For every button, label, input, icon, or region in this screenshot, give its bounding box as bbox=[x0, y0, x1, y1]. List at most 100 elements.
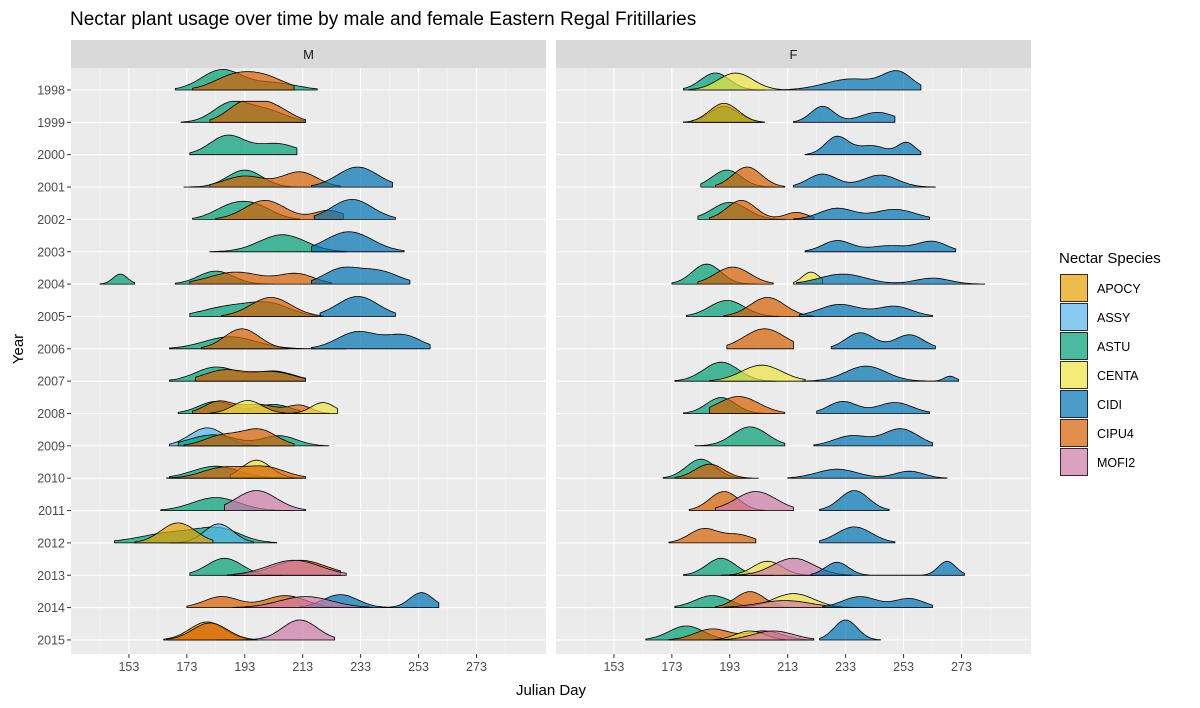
y-tick-label: 2004 bbox=[37, 278, 65, 292]
ridge-CIPU4-2005 bbox=[723, 297, 815, 317]
ridge-CIDI-2001 bbox=[793, 173, 936, 188]
y-tick-label: 2002 bbox=[37, 213, 65, 227]
ridge-CIPU4-2001 bbox=[209, 171, 341, 188]
y-tick-label: 1998 bbox=[37, 84, 65, 98]
ridge-CIPU4-2008 bbox=[709, 396, 786, 414]
x-tick-label: 253 bbox=[893, 660, 914, 674]
legend-label: ASSY bbox=[1097, 311, 1131, 325]
y-tick-label: 2000 bbox=[37, 148, 65, 162]
panel-M: M 153 173 193 213 233 253 273 1998 1999 2000 2001 20… bbox=[37, 40, 546, 674]
y-tick-label: 2015 bbox=[37, 633, 65, 647]
ridge-APOCY-1999 bbox=[691, 103, 762, 123]
ridge-CIPU4-2010 bbox=[674, 463, 759, 479]
facet-strip-label: M bbox=[303, 47, 314, 62]
ridge-CIDI-2003 bbox=[804, 240, 957, 253]
x-tick-label: 233 bbox=[350, 660, 371, 674]
legend-key-CIPU4 bbox=[1060, 419, 1088, 447]
legend-key-ASSY bbox=[1060, 303, 1088, 331]
x-tick-label: 193 bbox=[234, 660, 255, 674]
ridge-MOFI2-2014 bbox=[232, 596, 373, 608]
legend-key-MOFI2 bbox=[1060, 448, 1088, 476]
y-tick-label: 2011 bbox=[38, 504, 65, 518]
ridge-CIDI-2012 bbox=[819, 526, 896, 544]
y-tick-label: 2007 bbox=[37, 375, 65, 389]
ridge-CIPU4-2004 bbox=[189, 271, 333, 285]
x-tick-label: 173 bbox=[661, 660, 682, 674]
ridge-MOFI2-2015 bbox=[709, 630, 815, 641]
legend-key-ASTU bbox=[1060, 332, 1088, 360]
ridge-ASTU-2000 bbox=[189, 134, 298, 156]
chart-title: Nectar plant usage over time by male and… bbox=[70, 9, 696, 30]
ridge-CIDI-2006 bbox=[830, 332, 936, 350]
legend-label: CENTA bbox=[1097, 369, 1139, 383]
ridge-CIDI-2003 bbox=[311, 231, 405, 253]
ridge-MOFI2-2013 bbox=[232, 559, 347, 576]
ridge-CIPU4-2015 bbox=[166, 622, 257, 641]
ridge-CIPU4-2009 bbox=[183, 428, 295, 447]
legend-label: ASTU bbox=[1097, 340, 1130, 354]
ridge-CIDI-2009 bbox=[813, 428, 933, 447]
ridge-CIPU4-2001 bbox=[714, 166, 786, 188]
ridge-CIDI-2007 bbox=[801, 365, 959, 382]
legend: Nectar Species APOCY ASSY ASTU CENTA CIDI CIP… bbox=[1059, 250, 1161, 476]
ridge-CIDI-2010 bbox=[787, 468, 948, 479]
ridge-APOCY-2012 bbox=[134, 522, 214, 544]
ridge-CIPU4-2004 bbox=[697, 266, 774, 285]
legend-label: MOFI2 bbox=[1097, 456, 1135, 470]
y-tick-label: 2013 bbox=[37, 569, 65, 583]
ridge-CIDI-2015 bbox=[819, 619, 881, 641]
panel-F: F 153 173 193 213 233 253 273 bbox=[556, 40, 1031, 674]
ridge-CIDI-2000 bbox=[804, 135, 922, 156]
x-tick-label: 193 bbox=[719, 660, 740, 674]
x-axis-title: Julian Day bbox=[516, 682, 587, 699]
x-tick-label: 213 bbox=[777, 660, 798, 674]
facet-strip bbox=[71, 40, 546, 68]
ridge-CIPU4-1998 bbox=[192, 71, 295, 91]
ridge-CIDI-2005 bbox=[319, 296, 396, 317]
ridge-CIDI-2013 bbox=[810, 560, 965, 576]
y-axis-title: Year bbox=[10, 334, 27, 364]
ridge-CIDI-2008 bbox=[816, 400, 930, 414]
ridge-CIPU4-2007 bbox=[195, 369, 306, 382]
ridge-CENTA-2008 bbox=[209, 400, 338, 414]
facet-strip bbox=[556, 40, 1031, 68]
ridge-CIDI-2014 bbox=[822, 596, 933, 608]
ridge-CIPU4-1999 bbox=[209, 100, 306, 123]
x-tick-label: 273 bbox=[951, 660, 972, 674]
ridge-CENTA-1998 bbox=[688, 72, 786, 91]
x-tick-label: 273 bbox=[466, 660, 487, 674]
y-tick-label: 2001 bbox=[37, 181, 65, 195]
legend-title: Nectar Species bbox=[1059, 250, 1161, 267]
x-tick-label: 213 bbox=[292, 660, 313, 674]
y-tick-label: 2009 bbox=[37, 439, 65, 453]
ridge-CIDI-2004 bbox=[796, 273, 986, 285]
x-tick-label: 253 bbox=[408, 660, 429, 674]
legend-key-CENTA bbox=[1060, 361, 1088, 389]
ridge-MOFI2-2011 bbox=[714, 491, 794, 511]
ridge-CIDI-2005 bbox=[798, 304, 933, 317]
ridge-ASTU-2009 bbox=[694, 426, 786, 447]
y-tick-label: 2006 bbox=[37, 342, 65, 356]
legend-label: CIDI bbox=[1097, 398, 1122, 412]
ridge-CIDI-2006 bbox=[311, 331, 431, 350]
y-tick-label: 2008 bbox=[37, 407, 65, 421]
x-tick-label: 153 bbox=[603, 660, 624, 674]
ridge-CIDI-2002 bbox=[313, 199, 396, 220]
panel-background bbox=[71, 68, 546, 654]
ridge-CIDI-1998 bbox=[784, 70, 922, 91]
ridge-CIPU4-2002 bbox=[709, 199, 815, 220]
ridge-CIPU4-2010 bbox=[166, 465, 306, 479]
x-tick-label: 173 bbox=[176, 660, 197, 674]
ridge-CENTA-2007 bbox=[709, 364, 806, 382]
panel-background bbox=[556, 68, 1031, 654]
ridge-MOFI2-2011 bbox=[224, 490, 306, 511]
x-tick-label: 233 bbox=[835, 660, 856, 674]
legend-label: CIPU4 bbox=[1097, 427, 1134, 441]
ridge-CIPU4-2006 bbox=[200, 328, 289, 350]
ridge-CIPU4-2005 bbox=[221, 297, 324, 317]
legend-label: APOCY bbox=[1097, 282, 1141, 296]
y-tick-label: 1999 bbox=[37, 116, 65, 130]
ridge-CIDI-2001 bbox=[311, 166, 393, 188]
facet-strip-label: F bbox=[790, 47, 798, 62]
